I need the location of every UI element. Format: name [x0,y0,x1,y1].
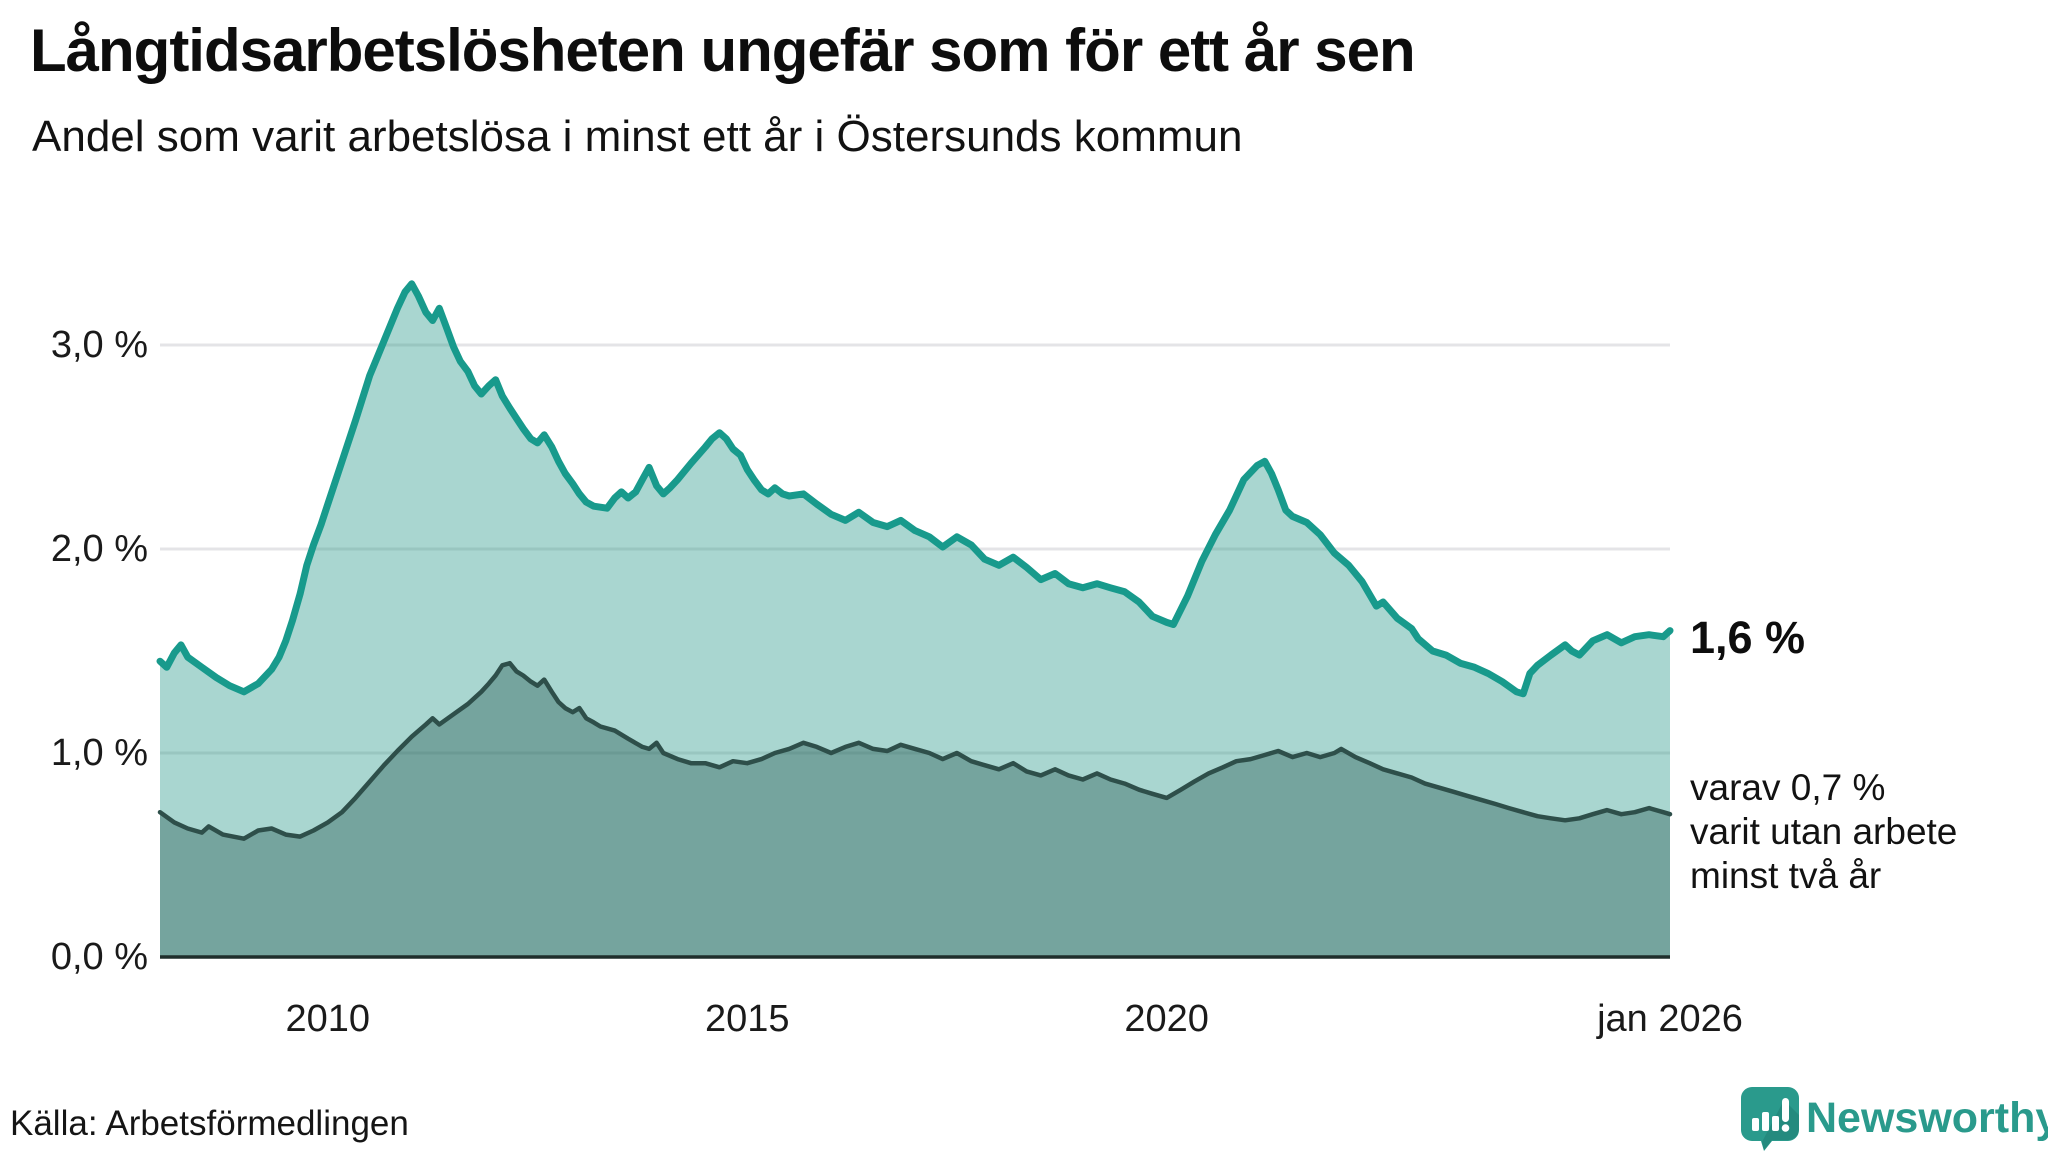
annotation-line-3: minst två år [1690,855,1882,896]
chart-title: Långtidsarbetslösheten ungefär som för e… [30,17,1416,84]
area-unemployed-2yr [160,663,1670,957]
y-tick-1: 1,0 % [50,732,148,774]
latest-value-label: 1,6 % [1690,612,1806,663]
source-note: Källa: Arbetsförmedlingen [10,1104,409,1143]
y-tick-0: 0,0 % [50,936,148,978]
x-tick-2015: 2015 [704,998,790,1040]
x-tick-2010: 2010 [285,998,371,1040]
y-tick-3: 3,0 % [50,324,148,366]
x-tick-2026: jan 2026 [1597,998,1743,1040]
y-tick-2: 2,0 % [50,528,148,570]
x-tick-2020: 2020 [1124,998,1209,1040]
annotation-two-years: varav 0,7 % varit utan arbete minst två … [1690,766,1957,898]
chart-subtitle: Andel som varit arbetslösa i minst ett å… [32,112,1243,161]
logo-chart-bubble-icon [1741,1087,1799,1151]
annotation-line-1: varav 0,7 % [1690,767,1886,808]
newsworthy-wordmark: Newsworthy [1806,1094,2048,1142]
annotation-line-2: varit utan arbete [1690,811,1958,852]
newsworthy-logo [1740,1086,1804,1152]
line-unemployed-1yr [156,280,1674,698]
line-unemployed-2yr [157,660,1673,841]
